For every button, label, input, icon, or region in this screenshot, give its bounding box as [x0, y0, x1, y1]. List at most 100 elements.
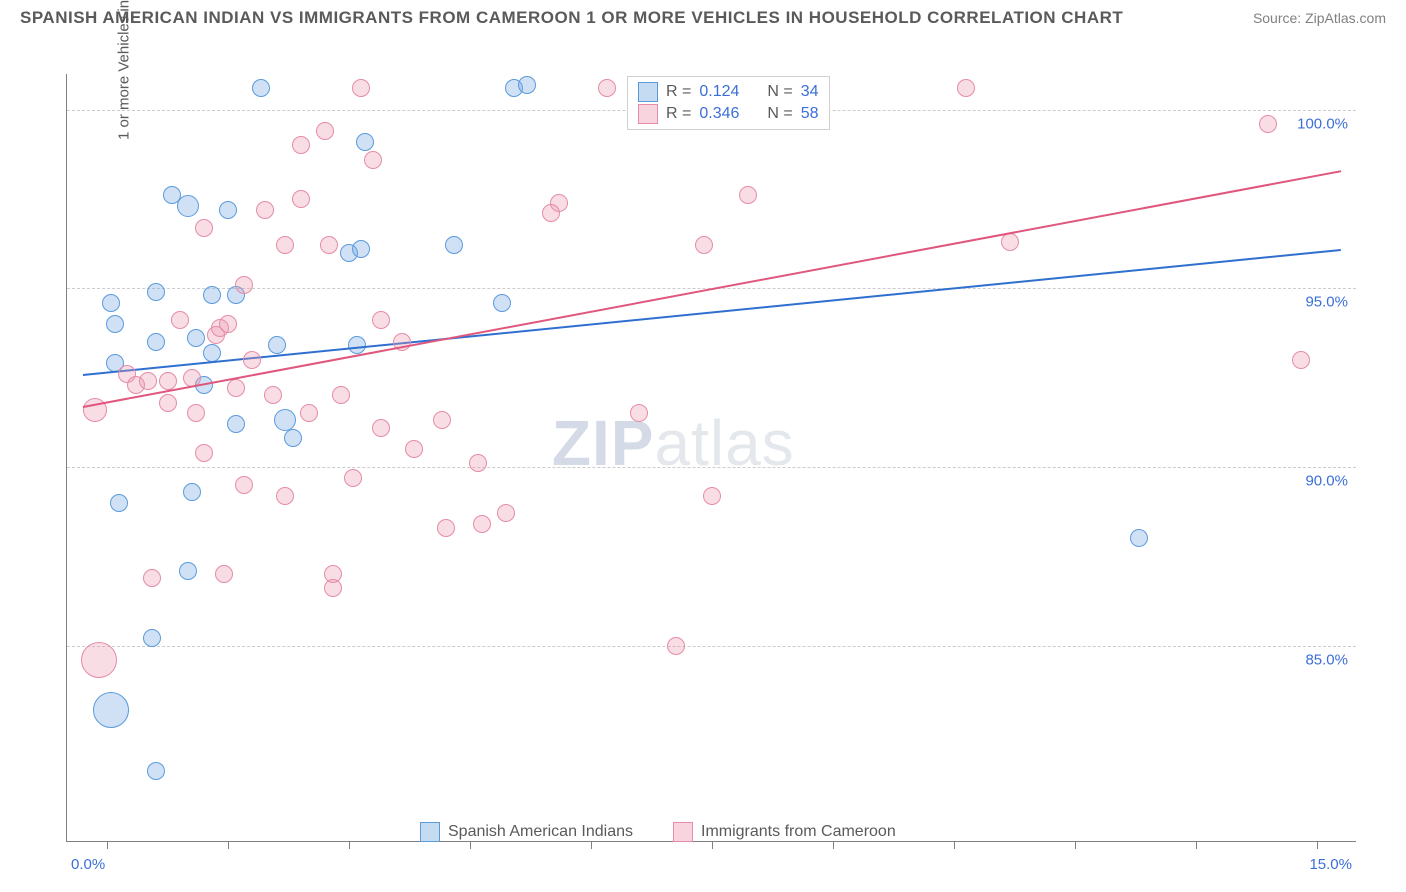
scatter-point	[219, 201, 237, 219]
scatter-point	[1001, 233, 1019, 251]
stats-legend-box: R = 0.124 N = 34 R = 0.346 N = 58	[627, 76, 830, 130]
scatter-point	[139, 372, 157, 390]
y-tick-label: 90.0%	[1305, 472, 1348, 489]
x-tick	[1075, 841, 1076, 849]
r-label: R =	[666, 105, 691, 123]
stats-row: R = 0.124 N = 34	[638, 81, 819, 103]
scatter-point	[667, 637, 685, 655]
scatter-point	[102, 294, 120, 312]
legend-item: Immigrants from Cameroon	[673, 822, 896, 842]
scatter-point	[364, 151, 382, 169]
scatter-point	[356, 133, 374, 151]
scatter-point	[292, 190, 310, 208]
scatter-point	[195, 444, 213, 462]
r-value: 0.346	[699, 105, 739, 123]
legend: Spanish American IndiansImmigrants from …	[420, 822, 896, 842]
gridline	[67, 467, 1356, 468]
scatter-point	[518, 76, 536, 94]
scatter-point	[469, 454, 487, 472]
scatter-point	[256, 201, 274, 219]
scatter-point	[159, 394, 177, 412]
scatter-point	[352, 79, 370, 97]
scatter-point	[81, 642, 117, 678]
x-tick	[591, 841, 592, 849]
x-tick	[954, 841, 955, 849]
scatter-point	[433, 411, 451, 429]
y-tick-label: 100.0%	[1297, 115, 1348, 132]
scatter-point	[598, 79, 616, 97]
scatter-point	[1130, 529, 1148, 547]
trend-line	[83, 249, 1341, 376]
scatter-point	[274, 409, 296, 431]
scatter-point	[203, 344, 221, 362]
scatter-point	[143, 569, 161, 587]
scatter-point	[957, 79, 975, 97]
y-tick-label: 95.0%	[1305, 294, 1348, 311]
scatter-point	[276, 487, 294, 505]
scatter-point	[268, 336, 286, 354]
legend-swatch	[420, 822, 440, 842]
stats-row: R = 0.346 N = 58	[638, 103, 819, 125]
scatter-point	[243, 351, 261, 369]
scatter-point	[93, 692, 129, 728]
chart-header: SPANISH AMERICAN INDIAN VS IMMIGRANTS FR…	[0, 0, 1406, 32]
scatter-point	[183, 483, 201, 501]
scatter-point	[542, 204, 560, 222]
x-tick	[228, 841, 229, 849]
r-value: 0.124	[699, 83, 739, 101]
scatter-point	[171, 311, 189, 329]
scatter-point	[187, 329, 205, 347]
scatter-point	[215, 565, 233, 583]
scatter-point	[106, 315, 124, 333]
n-label: N =	[767, 83, 792, 101]
plot-area: ZIPatlas 85.0%90.0%95.0%100.0%0.0%15.0%R…	[66, 74, 1356, 842]
n-value: 34	[801, 83, 819, 101]
scatter-point	[187, 404, 205, 422]
x-tick	[349, 841, 350, 849]
scatter-point	[147, 283, 165, 301]
y-tick-label: 85.0%	[1305, 651, 1348, 668]
scatter-point	[473, 515, 491, 533]
scatter-point	[739, 186, 757, 204]
source-label: Source: ZipAtlas.com	[1253, 10, 1386, 26]
scatter-point	[227, 415, 245, 433]
scatter-point	[493, 294, 511, 312]
scatter-point	[276, 236, 294, 254]
scatter-point	[252, 79, 270, 97]
x-tick	[470, 841, 471, 849]
scatter-point	[695, 236, 713, 254]
scatter-point	[320, 236, 338, 254]
scatter-point	[227, 379, 245, 397]
n-label: N =	[767, 105, 792, 123]
x-tick	[833, 841, 834, 849]
scatter-point	[110, 494, 128, 512]
legend-swatch	[673, 822, 693, 842]
x-tick-label-left: 0.0%	[71, 856, 105, 873]
scatter-point	[292, 136, 310, 154]
n-value: 58	[801, 105, 819, 123]
scatter-point	[332, 386, 350, 404]
r-label: R =	[666, 83, 691, 101]
scatter-point	[177, 195, 199, 217]
legend-label: Immigrants from Cameroon	[701, 823, 896, 841]
scatter-point	[437, 519, 455, 537]
scatter-point	[143, 629, 161, 647]
scatter-point	[405, 440, 423, 458]
chart-title: SPANISH AMERICAN INDIAN VS IMMIGRANTS FR…	[20, 8, 1123, 28]
scatter-point	[497, 504, 515, 522]
scatter-point	[630, 404, 648, 422]
scatter-point	[284, 429, 302, 447]
scatter-point	[159, 372, 177, 390]
scatter-point	[147, 762, 165, 780]
scatter-point	[316, 122, 334, 140]
x-tick	[107, 841, 108, 849]
series-swatch	[638, 82, 658, 102]
scatter-point	[203, 286, 221, 304]
scatter-point	[372, 311, 390, 329]
x-tick	[1317, 841, 1318, 849]
watermark: ZIPatlas	[552, 406, 795, 480]
scatter-point	[703, 487, 721, 505]
scatter-point	[300, 404, 318, 422]
scatter-point	[264, 386, 282, 404]
scatter-point	[147, 333, 165, 351]
